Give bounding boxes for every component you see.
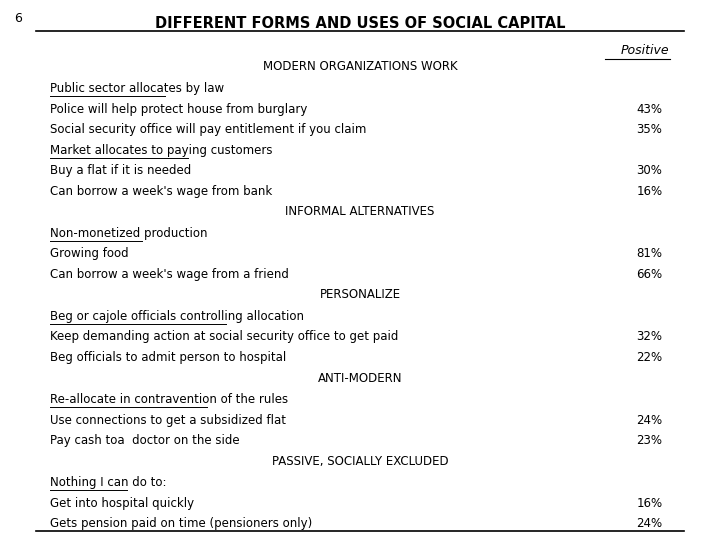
Text: Can borrow a week's wage from bank: Can borrow a week's wage from bank	[50, 185, 273, 198]
Text: Non-monetized production: Non-monetized production	[50, 227, 208, 240]
Text: 24%: 24%	[636, 414, 662, 427]
Text: Use connections to get a subsidized flat: Use connections to get a subsidized flat	[50, 414, 287, 427]
Text: Social security office will pay entitlement if you claim: Social security office will pay entitlem…	[50, 123, 366, 136]
Text: Can borrow a week's wage from a friend: Can borrow a week's wage from a friend	[50, 268, 289, 281]
Text: 43%: 43%	[636, 103, 662, 116]
Text: 6: 6	[14, 12, 22, 25]
Text: 35%: 35%	[636, 123, 662, 136]
Text: 22%: 22%	[636, 351, 662, 364]
Text: Buy a flat if it is needed: Buy a flat if it is needed	[50, 164, 192, 177]
Text: 16%: 16%	[636, 185, 662, 198]
Text: Beg officials to admit person to hospital: Beg officials to admit person to hospita…	[50, 351, 287, 364]
Text: INFORMAL ALTERNATIVES: INFORMAL ALTERNATIVES	[285, 205, 435, 218]
Text: Beg or cajole officials controlling allocation: Beg or cajole officials controlling allo…	[50, 310, 305, 323]
Text: PASSIVE, SOCIALLY EXCLUDED: PASSIVE, SOCIALLY EXCLUDED	[271, 455, 449, 468]
Text: 81%: 81%	[636, 247, 662, 260]
Text: 30%: 30%	[636, 164, 662, 177]
Text: Market allocates to paying customers: Market allocates to paying customers	[50, 144, 273, 157]
Text: PERSONALIZE: PERSONALIZE	[320, 288, 400, 301]
Text: Re-allocate in contravention of the rules: Re-allocate in contravention of the rule…	[50, 393, 289, 406]
Text: 24%: 24%	[636, 517, 662, 530]
Text: Pay cash toa  doctor on the side: Pay cash toa doctor on the side	[50, 434, 240, 447]
Text: Police will help protect house from burglary: Police will help protect house from burg…	[50, 103, 307, 116]
Text: 23%: 23%	[636, 434, 662, 447]
Text: Nothing I can do to:: Nothing I can do to:	[50, 476, 167, 489]
Text: ANTI-MODERN: ANTI-MODERN	[318, 372, 402, 384]
Text: Growing food: Growing food	[50, 247, 129, 260]
Text: 32%: 32%	[636, 330, 662, 343]
Text: MODERN ORGANIZATIONS WORK: MODERN ORGANIZATIONS WORK	[263, 60, 457, 73]
Text: Get into hospital quickly: Get into hospital quickly	[50, 497, 194, 510]
Text: Gets pension paid on time (pensioners only): Gets pension paid on time (pensioners on…	[50, 517, 312, 530]
Text: Keep demanding action at social security office to get paid: Keep demanding action at social security…	[50, 330, 399, 343]
Text: Positive: Positive	[621, 44, 670, 57]
Text: 16%: 16%	[636, 497, 662, 510]
Text: DIFFERENT FORMS AND USES OF SOCIAL CAPITAL: DIFFERENT FORMS AND USES OF SOCIAL CAPIT…	[155, 16, 565, 31]
Text: Public sector allocates by law: Public sector allocates by law	[50, 82, 225, 95]
Text: 66%: 66%	[636, 268, 662, 281]
